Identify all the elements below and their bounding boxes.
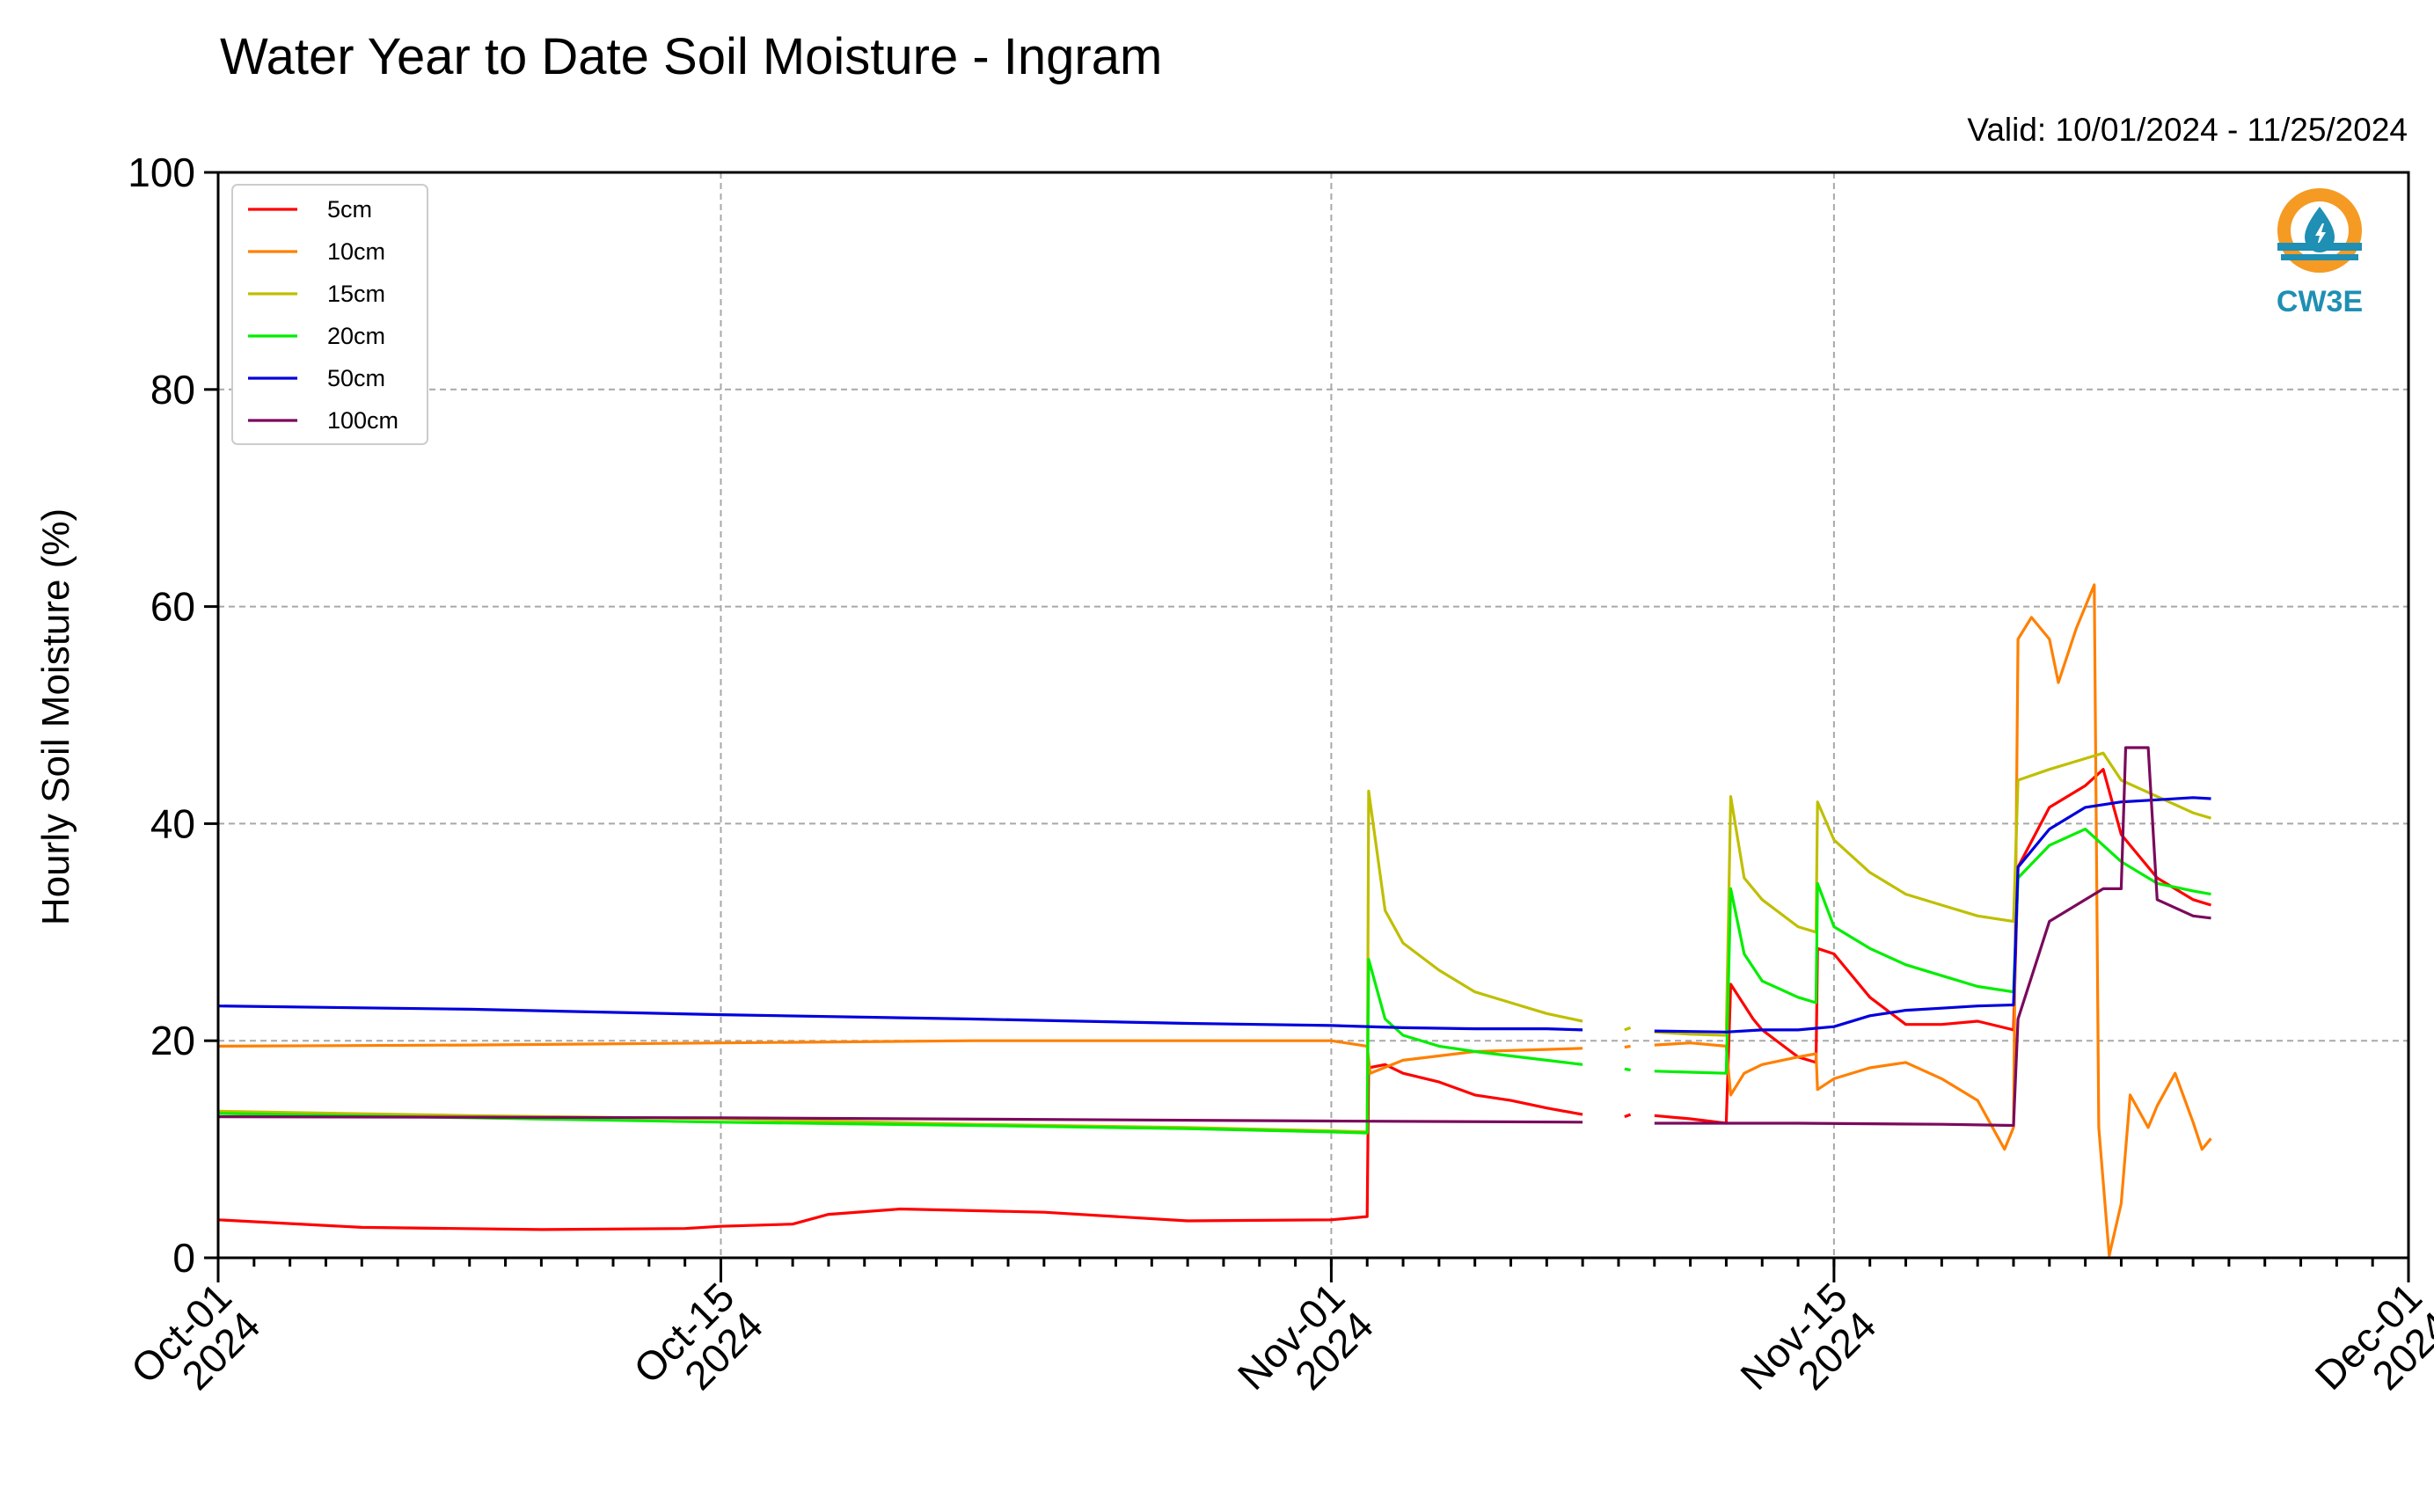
legend-box <box>231 184 428 445</box>
y-tick-label: 80 <box>150 367 195 413</box>
cw3e-logo: CW3E <box>2277 188 2363 318</box>
legend-label-15cm: 15cm <box>327 281 385 307</box>
y-tick-label: 40 <box>150 800 195 846</box>
y-tick-label: 60 <box>150 584 195 630</box>
y-tick-label: 20 <box>150 1018 195 1063</box>
logo-wave-band <box>2277 243 2362 251</box>
lightning-icon <box>2315 223 2326 246</box>
series-line-50cm <box>217 796 2211 1034</box>
chart-title: Water Year to Date Soil Moisture - Ingra… <box>220 28 1162 85</box>
logo-text: CW3E <box>2277 285 2363 318</box>
y-tick-label: 0 <box>172 1235 195 1281</box>
legend: 5cm 10cm 15cm 20cm 50cm 100cm <box>231 184 428 445</box>
legend-label-20cm: 20cm <box>327 323 385 349</box>
axes <box>204 171 2410 1282</box>
legend-label-100cm: 100cm <box>327 407 398 434</box>
legend-label-50cm: 50cm <box>327 365 385 391</box>
series-line-20cm <box>217 828 2211 1135</box>
series-line-100cm <box>217 746 2211 1128</box>
y-tick-labels: 0 20 40 60 80 100 <box>128 150 195 1281</box>
series-lines <box>217 583 2212 1258</box>
logo-wave-band <box>2281 254 2358 260</box>
series-line-10cm <box>217 583 2212 1258</box>
legend-label-10cm: 10cm <box>327 238 385 265</box>
legend-label-5cm: 5cm <box>327 196 372 223</box>
plot-frame <box>216 171 2410 1260</box>
series-line-15cm <box>217 751 2211 1134</box>
y-tick-label: 100 <box>128 150 195 195</box>
valid-range: Valid: 10/01/2024 - 11/25/2024 <box>1967 112 2408 148</box>
series-line-5cm <box>217 768 2211 1231</box>
gridlines <box>218 172 2408 1258</box>
y-axis-label: Hourly Soil Moisture (%) <box>34 508 77 925</box>
